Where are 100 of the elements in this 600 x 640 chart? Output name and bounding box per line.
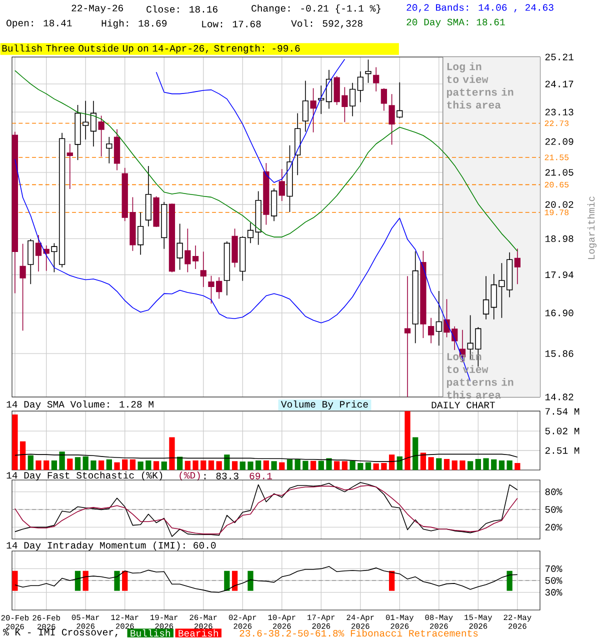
candlestick [365, 59, 372, 84]
y-tick-label: 50% [545, 506, 562, 513]
bar [388, 454, 395, 470]
chart-title: Bullish Three Outside Up on 14-Apr-26, Strength: -99.6 [2, 44, 300, 54]
y-tick-label: 50% [545, 577, 562, 584]
bar [365, 462, 372, 470]
bar [122, 459, 128, 470]
chart-title: 14 Day Fast Stochastic (%K) [6, 471, 162, 481]
bar [176, 456, 183, 470]
bar [106, 459, 112, 470]
bar [381, 463, 387, 470]
text: Change: -0.21 {-1.1 %} [252, 4, 380, 14]
bar [294, 459, 300, 470]
candlestick [380, 88, 388, 112]
bar [192, 460, 198, 470]
candlestick [20, 243, 26, 332]
bar [491, 459, 497, 470]
candlestick [514, 248, 520, 284]
bar [358, 463, 364, 470]
candlestick [278, 168, 285, 202]
candlestick [349, 82, 356, 117]
bar [82, 456, 88, 470]
y-tick-label: 20% [545, 524, 562, 531]
candlestick [35, 234, 42, 272]
candlestick [326, 69, 332, 110]
candlestick [310, 88, 316, 133]
bar [498, 460, 505, 470]
candlestick [357, 70, 364, 103]
candlestick [90, 100, 97, 147]
bar [59, 452, 65, 470]
line-series [156, 58, 346, 183]
y-tick-label: 80% [545, 488, 562, 496]
candlestick [137, 212, 144, 256]
bar [318, 460, 324, 470]
y-tick-label: 70% [545, 565, 562, 572]
candlestick [373, 66, 380, 92]
bar [98, 460, 104, 470]
text: 23.6-38.2-50-61.8% Fibonacci Retracements [240, 629, 478, 637]
bar [271, 461, 277, 470]
bar [263, 460, 270, 470]
bar [436, 458, 442, 470]
bar [12, 414, 18, 470]
candlestick [388, 94, 395, 146]
bar [208, 460, 214, 470]
bar [326, 458, 332, 470]
candlestick [192, 245, 199, 270]
bar [36, 460, 42, 470]
y-tick-label: 5.02 M [545, 428, 580, 434]
bar [216, 461, 222, 470]
y-tick-label: 16.90 [545, 310, 574, 316]
bar [396, 456, 402, 470]
candlestick [28, 238, 34, 284]
candlestick [98, 115, 104, 157]
bar [153, 461, 160, 470]
bar [161, 462, 167, 470]
bar [67, 458, 73, 470]
bar [467, 461, 474, 470]
bar [310, 460, 316, 470]
candlestick [396, 82, 403, 119]
bar [146, 460, 152, 470]
y-tick-label: 22.09 [545, 138, 574, 145]
candlestick [302, 80, 309, 132]
y-tick-label: 20.02 [545, 201, 574, 208]
text: 69.1 [250, 472, 272, 480]
bar [404, 411, 410, 470]
candlestick [428, 318, 434, 344]
text: High: 18.69 [102, 19, 167, 29]
bar [256, 460, 262, 470]
ref-line-label: 20.65 [544, 182, 569, 188]
bar [74, 457, 81, 470]
candlestick [404, 276, 411, 398]
bar [20, 441, 26, 470]
bar [412, 437, 418, 470]
y-tick-label: 25.21 [545, 54, 574, 60]
text: Bullish [130, 629, 170, 637]
bar [286, 459, 293, 470]
bar [169, 437, 175, 470]
bar [184, 460, 190, 470]
text: 20 Day SMA: 18.61 [406, 18, 505, 28]
bar [279, 462, 285, 470]
bar [350, 460, 356, 470]
bar [460, 460, 466, 470]
bar [90, 460, 96, 470]
ref-line-label: 22.73 [544, 120, 569, 126]
bar [302, 460, 308, 470]
bar [248, 462, 254, 470]
line-series [14, 566, 518, 593]
bar [200, 460, 206, 470]
chart-title: 14 Day Intraday Momentum (IMI): 60.0 [6, 541, 216, 551]
candlestick [184, 228, 191, 273]
text: (%D) [180, 471, 200, 481]
bar [224, 454, 230, 470]
candlestick [106, 136, 112, 164]
bar [28, 455, 34, 470]
bar [51, 460, 58, 470]
bar [130, 459, 136, 470]
ref-line-label: 21.55 [544, 154, 569, 160]
text: Open: 18.41 [6, 20, 72, 28]
bar [232, 461, 238, 470]
chart-title: 14 Day SMA Volume: 1.28 M [6, 400, 154, 410]
